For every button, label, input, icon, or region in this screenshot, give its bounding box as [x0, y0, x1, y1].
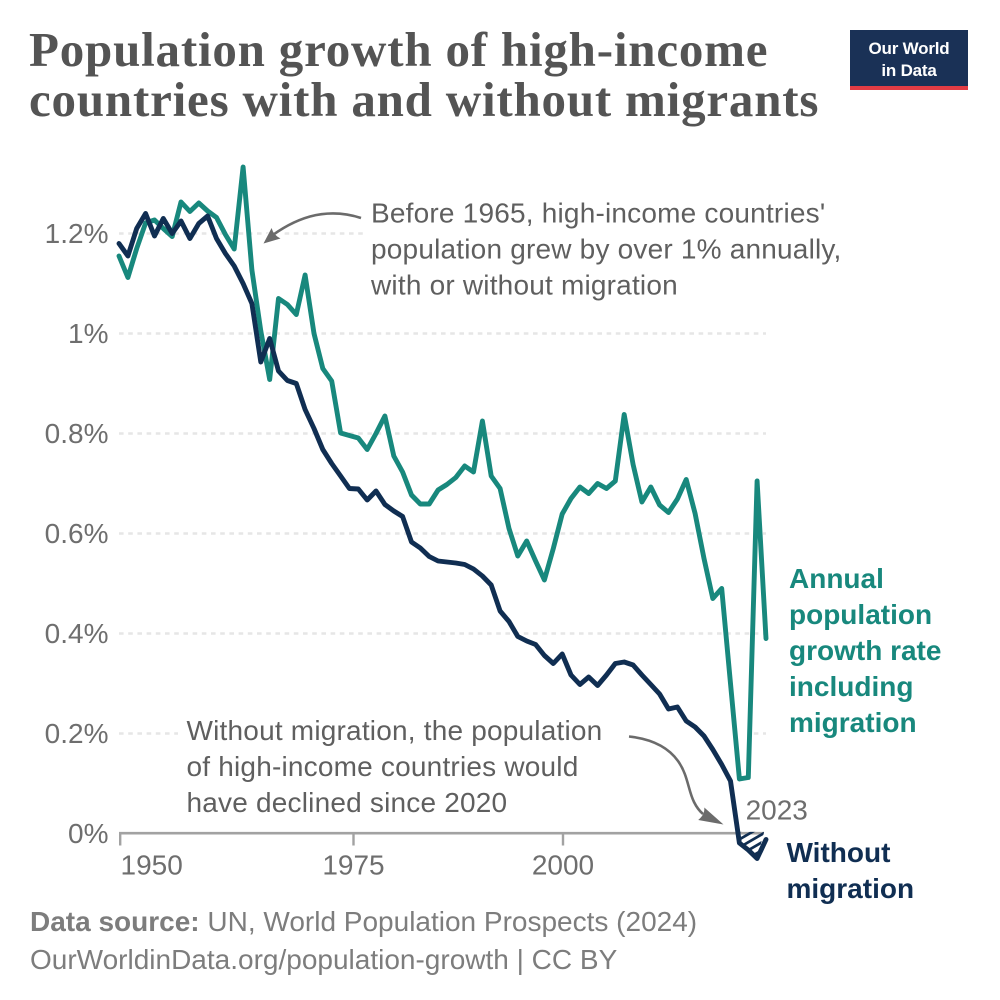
svg-text:migration: migration	[789, 707, 917, 738]
svg-text:migration: migration	[787, 873, 915, 904]
svg-text:Before 1965, high-income count: Before 1965, high-income countries'	[371, 198, 825, 229]
svg-text:Without: Without	[787, 837, 891, 868]
svg-text:0.6%: 0.6%	[45, 518, 109, 549]
svg-text:Without migration, the populat: Without migration, the population	[187, 715, 603, 746]
svg-text:with or without migration: with or without migration	[370, 270, 678, 301]
svg-text:1%: 1%	[68, 318, 108, 349]
svg-text:0.8%: 0.8%	[45, 418, 109, 449]
svg-text:population grew by over 1% ann: population grew by over 1% annually,	[371, 234, 842, 265]
svg-text:including: including	[789, 671, 913, 702]
svg-text:1950: 1950	[121, 850, 183, 881]
svg-text:of high-income countries would: of high-income countries would	[187, 751, 579, 782]
svg-text:2000: 2000	[532, 850, 594, 881]
svg-text:1.2%: 1.2%	[45, 218, 109, 249]
svg-text:0.4%: 0.4%	[45, 618, 109, 649]
svg-text:Annual: Annual	[789, 563, 884, 594]
svg-text:growth rate: growth rate	[789, 635, 941, 666]
svg-text:have declined since 2020: have declined since 2020	[187, 787, 508, 818]
svg-text:1975: 1975	[322, 850, 384, 881]
svg-text:2023: 2023	[746, 795, 808, 826]
svg-text:0.2%: 0.2%	[45, 718, 109, 749]
svg-text:population: population	[789, 599, 932, 630]
svg-text:0%: 0%	[68, 818, 108, 849]
